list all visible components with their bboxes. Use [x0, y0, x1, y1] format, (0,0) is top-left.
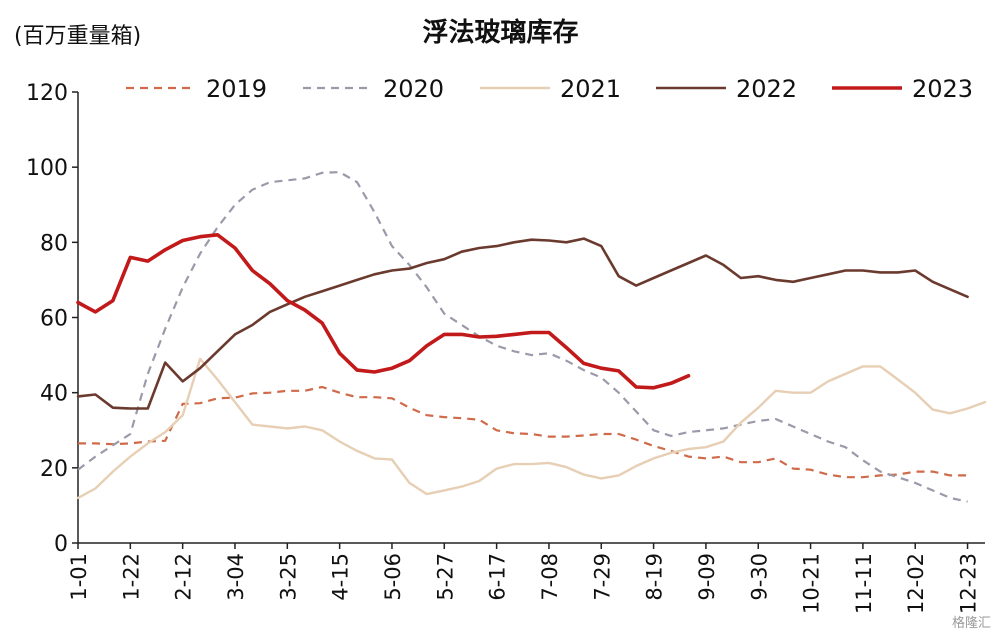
x-tick-label: 12-02	[904, 553, 928, 614]
chart-title: 浮法玻璃库存	[422, 18, 579, 48]
series-line-2019	[78, 385, 968, 479]
y-tick-label: 80	[40, 231, 68, 256]
series-line-2022	[76, 237, 969, 410]
x-tick-label: 9-30	[747, 553, 771, 601]
axes: 0 20 40 60 80 100 120 1-01 1-22 2-12 3-04 3-25 4-15 5…	[26, 81, 985, 614]
y-tick-label: 20	[40, 457, 68, 482]
legend: 2019 2020 2021 2022 2023	[126, 75, 973, 103]
x-tick-label: 5-06	[381, 553, 405, 601]
x-tick-label: 2-12	[172, 553, 196, 601]
series-line-2023	[76, 233, 691, 390]
x-tick-label: 12-23	[957, 553, 981, 614]
x-tick-label: 8-19	[643, 553, 667, 601]
series-lines	[76, 171, 987, 503]
series-line-2021	[76, 357, 987, 500]
unit-label: (百万重量箱)	[14, 24, 142, 49]
x-tick-label: 3-25	[276, 553, 300, 601]
legend-label-2023: 2023	[912, 75, 973, 103]
x-tick-label: 1-22	[119, 553, 143, 601]
legend-label-2021: 2021	[560, 75, 621, 103]
series-line-2020	[77, 171, 968, 503]
watermark: 格隆汇	[951, 616, 991, 631]
x-tick-label: 9-09	[695, 553, 719, 601]
x-tick-label: 1-01	[67, 553, 91, 601]
y-tick-label: 40	[40, 382, 68, 407]
x-tick-label: 7-08	[538, 553, 562, 601]
x-tick-label: 4-15	[329, 553, 353, 601]
x-tick-label: 6-17	[486, 553, 510, 601]
x-tick-label: 10-21	[800, 553, 824, 614]
legend-label-2022: 2022	[736, 75, 797, 103]
x-tick-label: 3-04	[224, 553, 248, 601]
y-tick-label: 120	[26, 81, 68, 106]
x-tick-label: 11-11	[852, 553, 876, 614]
y-tick-label: 60	[40, 307, 68, 332]
y-tick-label: 0	[54, 532, 68, 557]
legend-label-2019: 2019	[206, 75, 267, 103]
x-tick-label: 5-27	[433, 553, 457, 601]
legend-label-2020: 2020	[383, 75, 444, 103]
y-tick-label: 100	[26, 156, 68, 181]
x-tick-label: 7-29	[590, 553, 614, 601]
